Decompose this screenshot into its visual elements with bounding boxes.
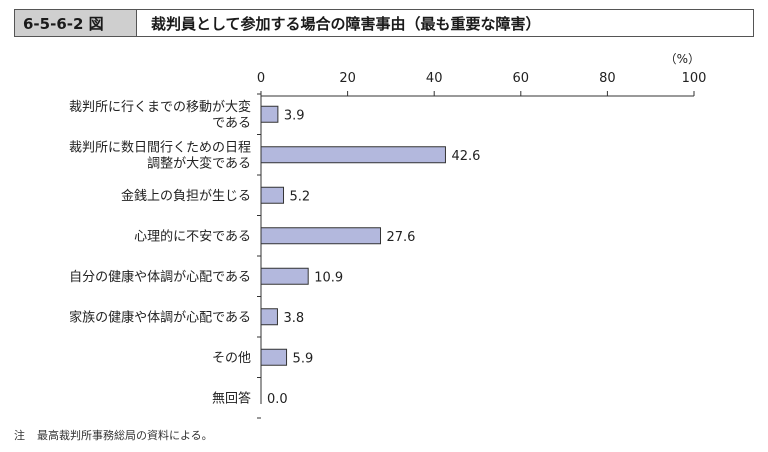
value-label: 42.6 (451, 149, 480, 164)
x-tick-label: 40 (426, 71, 443, 86)
unit-label: （%） (665, 52, 700, 66)
category-label: その他 (212, 351, 251, 366)
category-label: 金銭上の負担が生じる (121, 188, 251, 204)
value-label: 10.9 (314, 270, 343, 285)
value-label: 27.6 (387, 230, 416, 245)
category-label: 無回答 (212, 390, 251, 406)
x-tick-label: 60 (513, 71, 530, 86)
bar-chart: （%） 0 20 40 60 80 100 裁判所に行くまでの移動が大変である 3.9 裁判所に数… (69, 52, 707, 419)
figure-number: 6-5-6-2 図 (15, 10, 137, 36)
source-note: 注最高裁判所事務総局の資料による。 (14, 427, 213, 443)
value-label: 5.9 (293, 351, 314, 366)
category-label: 自分の健康や体調が心配である (69, 269, 251, 285)
bar (260, 227, 382, 245)
x-tick-label: 100 (682, 71, 707, 86)
bar (260, 146, 446, 164)
bar (260, 105, 279, 123)
bar (260, 267, 309, 285)
x-tick-label: 0 (257, 71, 265, 86)
bar (260, 186, 285, 204)
value-label: 5.2 (290, 189, 311, 204)
x-tick-label: 80 (599, 71, 616, 86)
note-mark: 注 (14, 429, 25, 442)
note-text: 最高裁判所事務総局の資料による。 (37, 429, 213, 442)
category-label: 心理的に不安である (134, 228, 251, 244)
figure-title: 裁判員として参加する場合の障害事由（最も重要な障害） (151, 14, 541, 33)
bar (260, 348, 288, 366)
category-label: 裁判所に数日間行くための日程調整が大変である (69, 139, 251, 171)
bar (260, 308, 278, 326)
value-label: 3.9 (284, 108, 305, 123)
x-tick-label: 20 (339, 71, 356, 86)
value-label: 3.8 (283, 311, 304, 326)
figure-header: 6-5-6-2 図 裁判員として参加する場合の障害事由（最も重要な障害） (14, 9, 754, 37)
value-label: 0.0 (267, 392, 288, 407)
category-label: 裁判所に行くまでの移動が大変である (69, 99, 251, 131)
category-label: 家族の健康や体調が心配である (69, 309, 251, 325)
